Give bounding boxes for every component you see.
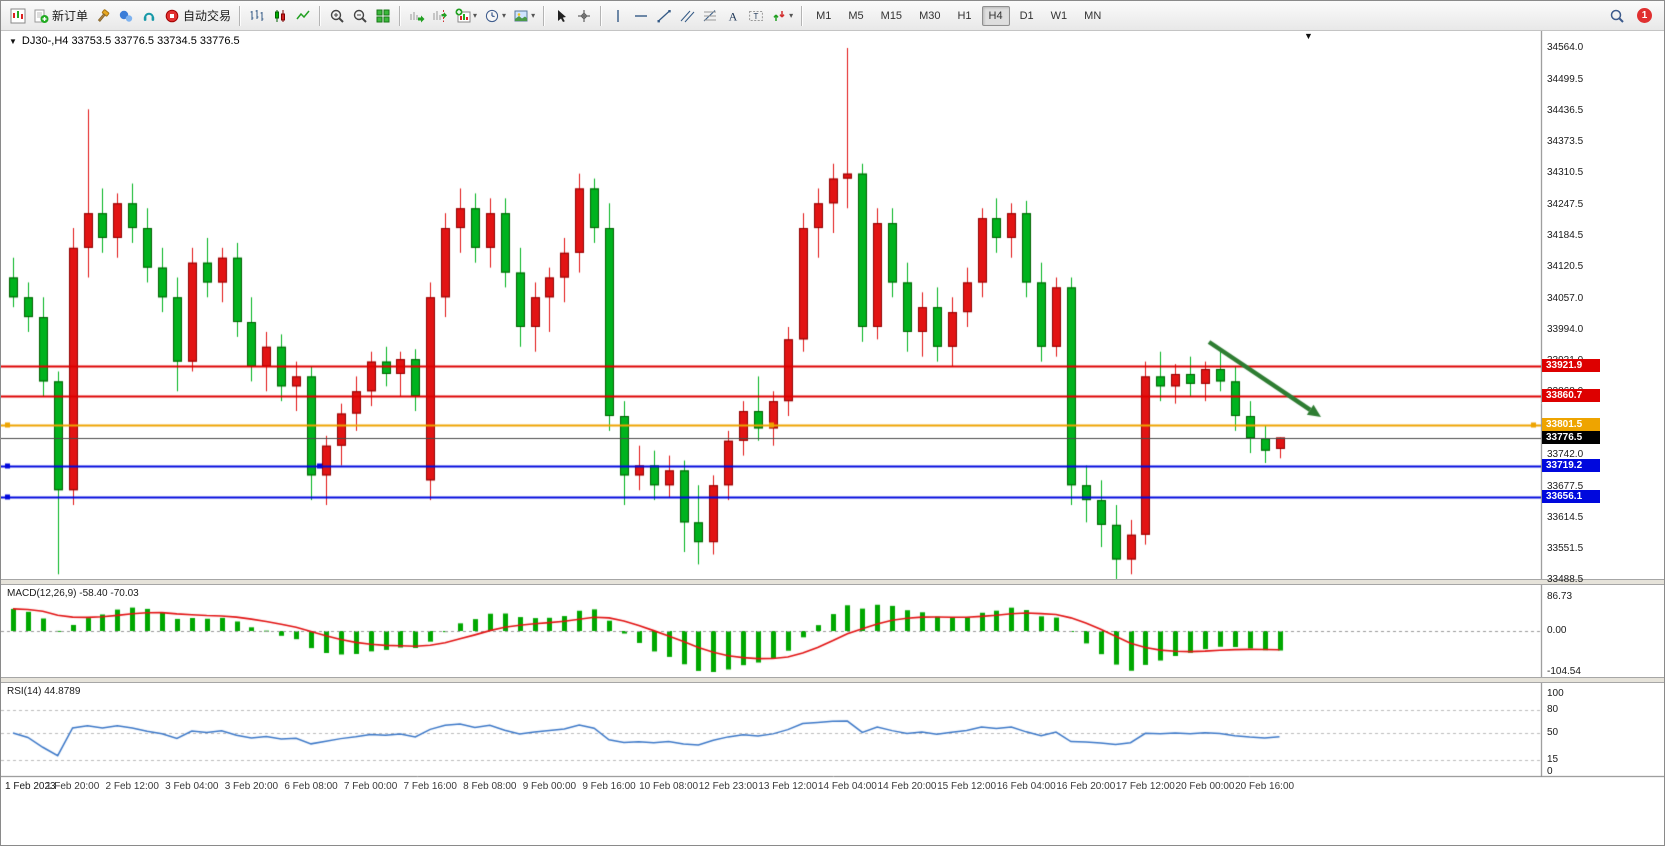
cursor-icon <box>553 8 569 24</box>
autotrading-button-label: 自动交易 <box>183 9 232 23</box>
toolbar-separator <box>239 5 242 26</box>
fibonacci-tool-button[interactable] <box>699 5 721 27</box>
rsi-panel-splitter[interactable] <box>1 677 1664 683</box>
mini-chart-icon <box>10 8 26 24</box>
toolbar-left-group: 新订单 自动交易 ▾ ▾ ▾ A T ▾ M1 M5 M15 M30 H1 H4 D1 W1 MN <box>7 5 1109 27</box>
svg-text:A: A <box>729 9 738 23</box>
hline-icon <box>633 8 649 24</box>
clock-icon <box>484 8 500 24</box>
svg-text:T: T <box>754 11 759 20</box>
toolbar-separator <box>801 5 804 26</box>
crosshair-tool-button[interactable] <box>573 5 595 27</box>
metaeditor-button[interactable] <box>92 5 114 27</box>
toolbar-separator <box>600 5 603 26</box>
search-icon <box>1609 8 1625 24</box>
market-watch-button[interactable] <box>115 5 137 27</box>
timeframe-m1-button[interactable]: M1 <box>816 9 832 22</box>
channel-icon <box>679 8 695 24</box>
symbol-caret-icon[interactable]: ▼ <box>9 36 17 46</box>
fibo-icon <box>702 8 718 24</box>
channel-tool-button[interactable] <box>676 5 698 27</box>
periodicity-button[interactable]: ▾ <box>481 5 509 27</box>
bars-icon <box>249 8 265 24</box>
picture-icon <box>513 8 529 24</box>
timeframe-m5-button[interactable]: M5 <box>848 9 864 22</box>
autotrading-button[interactable]: 自动交易 <box>161 5 234 27</box>
timeframe-m30-button[interactable]: M30 <box>919 9 941 22</box>
new-chart-button[interactable]: ▾ <box>452 5 480 27</box>
trend-icon <box>656 8 672 24</box>
notification-badge[interactable]: 1 <box>1637 8 1652 23</box>
toolbar-separator <box>543 5 546 26</box>
dropdown-caret-icon[interactable]: ▾ <box>789 11 794 20</box>
price-chart-canvas[interactable] <box>1 31 1664 845</box>
add-chart-icon <box>455 8 471 24</box>
new-order-icon <box>33 8 49 24</box>
text-a-icon: A <box>725 8 741 24</box>
tile-windows-button[interactable] <box>372 5 394 27</box>
main-toolbar: 新订单 自动交易 ▾ ▾ ▾ A T ▾ M1 M5 M15 M30 H1 H4 D1 W1 MN 1 <box>1 1 1664 31</box>
vline-icon <box>610 8 626 24</box>
auto-scroll-button[interactable] <box>406 5 428 27</box>
new-order-button[interactable]: 新订单 <box>30 5 91 27</box>
dropdown-caret-icon[interactable]: ▾ <box>502 11 507 20</box>
chart-ohlc-title: DJ30-,H4 33753.5 33776.5 33734.5 33776.5 <box>21 35 240 47</box>
terminal-icon <box>7 5 29 27</box>
toolbar-separator <box>319 5 322 26</box>
autoscroll-icon <box>409 8 425 24</box>
cursor-tool-button[interactable] <box>550 5 572 27</box>
rsi-label: RSI(14) 44.8789 <box>7 686 81 697</box>
text-tool-button[interactable]: A <box>722 5 744 27</box>
zoom-out-icon <box>352 8 368 24</box>
crosshair-icon <box>576 8 592 24</box>
timeframe-h4-button[interactable]: H4 <box>981 5 1010 26</box>
hammer-icon <box>95 8 111 24</box>
toolbar-right-group: 1 <box>1606 5 1658 27</box>
template-button[interactable]: ▾ <box>510 5 538 27</box>
candles-icon <box>272 8 288 24</box>
timeframe-w1-button[interactable]: W1 <box>1050 9 1068 22</box>
macd-panel-splitter[interactable] <box>1 579 1664 585</box>
chart-menu-caret-icon[interactable]: ▼ <box>1304 31 1313 41</box>
label-tool-button[interactable]: T <box>745 5 767 27</box>
bubbles-icon <box>118 8 134 24</box>
zoom-in-icon <box>329 8 345 24</box>
autotrade-icon <box>164 8 180 24</box>
toolbar-separator <box>399 5 402 26</box>
trendline-tool-button[interactable] <box>653 5 675 27</box>
search-button[interactable] <box>1606 5 1628 27</box>
tile-icon <box>375 8 391 24</box>
vertical-line-tool-button[interactable] <box>607 5 629 27</box>
line-chart-mode-button[interactable] <box>292 5 314 27</box>
chartshift-icon <box>432 8 448 24</box>
arrows-tool-button[interactable]: ▾ <box>768 5 796 27</box>
new-order-button-label: 新订单 <box>52 9 89 23</box>
support-button[interactable] <box>138 5 160 27</box>
zoom-out-button[interactable] <box>349 5 371 27</box>
dropdown-caret-icon[interactable]: ▾ <box>473 11 478 20</box>
chart-region: ▼ DJ30-,H4 33753.5 33776.5 33734.5 33776… <box>1 31 1664 845</box>
timeframe-mn-button[interactable]: MN <box>1084 9 1102 22</box>
label-t-icon: T <box>748 8 764 24</box>
candle-chart-mode-button[interactable] <box>269 5 291 27</box>
arrows-icon <box>771 8 787 24</box>
macd-label: MACD(12,26,9) -58.40 -70.03 <box>7 588 139 599</box>
timeframe-h1-button[interactable]: H1 <box>957 9 972 22</box>
timeframe-d1-button[interactable]: D1 <box>1019 9 1034 22</box>
chart-shift-button[interactable] <box>429 5 451 27</box>
bar-chart-mode-button[interactable] <box>246 5 268 27</box>
chart-title: ▼ DJ30-,H4 33753.5 33776.5 33734.5 33776… <box>9 35 240 47</box>
headset-icon <box>141 8 157 24</box>
dropdown-caret-icon[interactable]: ▾ <box>531 11 536 20</box>
line-icon <box>295 8 311 24</box>
timeframe-m15-button[interactable]: M15 <box>880 9 903 22</box>
zoom-in-button[interactable] <box>326 5 348 27</box>
horizontal-line-tool-button[interactable] <box>630 5 652 27</box>
